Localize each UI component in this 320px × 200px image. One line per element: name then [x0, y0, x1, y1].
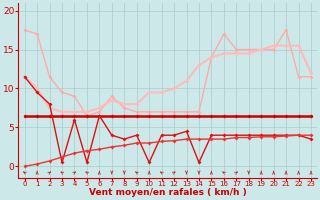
X-axis label: Vent moyen/en rafales ( km/h ): Vent moyen/en rafales ( km/h ): [89, 188, 247, 197]
